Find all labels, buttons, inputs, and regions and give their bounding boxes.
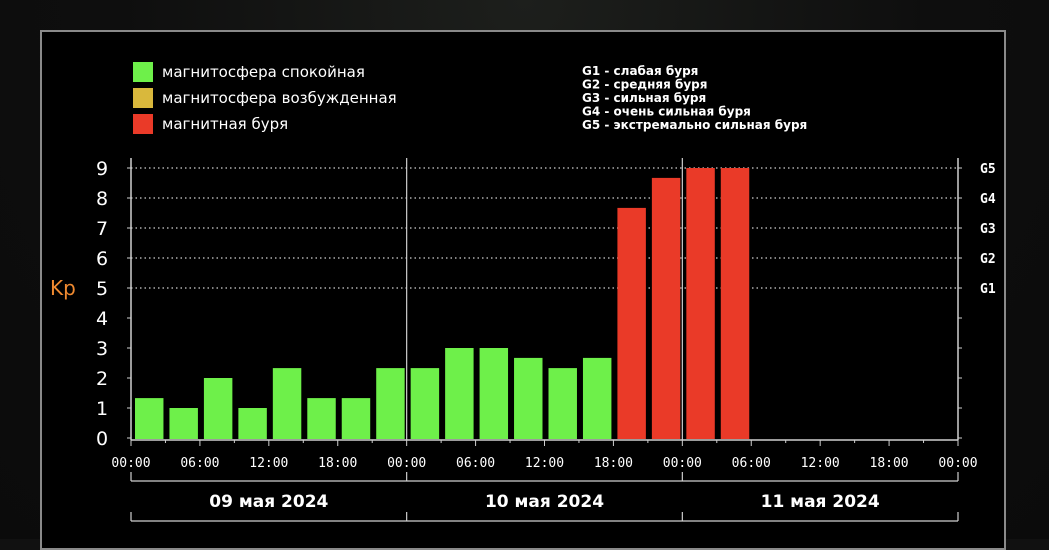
bar-3 [238, 408, 267, 439]
bar-5 [307, 398, 336, 439]
ytick-label-0: 0 [96, 428, 108, 450]
bar-11 [514, 357, 543, 439]
right-tick-G1: G1 [980, 282, 996, 297]
ytick-label-9: 9 [96, 158, 108, 180]
xtick-label-1: 06:00 [180, 456, 219, 471]
xtick-label-3: 18:00 [318, 456, 357, 471]
ytick-label-3: 3 [96, 338, 108, 360]
storm-level-1: G2 - средняя буря [582, 78, 707, 92]
legend-label-0: магнитосфера спокойная [162, 63, 365, 81]
right-tick-G3: G3 [980, 222, 996, 237]
bar-8 [410, 368, 440, 439]
chart-panel [40, 30, 1006, 550]
bar-16 [686, 168, 715, 439]
xtick-label-10: 12:00 [801, 456, 840, 471]
grid [127, 158, 962, 446]
storm-level-3: G4 - очень сильная буря [582, 105, 751, 119]
xtick-label-8: 00:00 [663, 456, 702, 471]
bar-0 [135, 398, 164, 439]
bars [135, 168, 750, 439]
bar-12 [548, 368, 577, 439]
xtick-label-6: 12:00 [525, 456, 564, 471]
legend-swatch-0 [133, 62, 153, 82]
legend-label-1: магнитосфера возбужденная [162, 89, 397, 107]
xtick-label-11: 18:00 [870, 456, 909, 471]
ytick-label-1: 1 [96, 398, 108, 420]
day-label-2: 11 мая 2024 [761, 492, 880, 512]
bar-7 [376, 368, 405, 439]
xtick-label-12: 00:00 [938, 456, 977, 471]
ytick-label-2: 2 [96, 368, 108, 390]
xtick-label-5: 06:00 [456, 456, 495, 471]
x-ticks: 00:00 06:00 12:00 18:00 00:00 06:00 12:00 18:00… [111, 456, 977, 471]
right-ticks: G1 G2 G3 G4 G5 [980, 162, 996, 297]
y-ticks: 0 1 2 3 4 5 6 7 8 9 [96, 158, 108, 450]
day-label-0: 09 мая 2024 [209, 492, 328, 512]
xtick-label-7: 18:00 [594, 456, 633, 471]
storm-level-2: G3 - сильная буря [582, 91, 706, 105]
y-axis-label: Kp [50, 276, 76, 300]
bar-9 [445, 348, 474, 439]
ytick-label-7: 7 [96, 218, 108, 240]
xtick-label-9: 06:00 [732, 456, 771, 471]
bar-15 [651, 177, 681, 439]
right-tick-G2: G2 [980, 252, 996, 267]
storm-level-4: G5 - экстремально сильная буря [582, 118, 807, 132]
day-labels: 09 мая 2024 10 мая 2024 11 мая 2024 [130, 472, 959, 522]
day-label-1: 10 мая 2024 [485, 492, 604, 512]
ytick-label-6: 6 [96, 248, 108, 270]
right-tick-G4: G4 [980, 192, 996, 207]
xtick-label-2: 12:00 [249, 456, 288, 471]
bar-10 [479, 348, 509, 439]
legend-label-2: магнитная буря [162, 115, 288, 133]
right-tick-G5: G5 [980, 162, 996, 177]
ytick-label-5: 5 [96, 278, 108, 300]
legend-swatch-1 [133, 88, 153, 108]
bar-6 [341, 398, 371, 439]
ytick-label-4: 4 [96, 308, 108, 330]
ytick-label-8: 8 [96, 188, 108, 210]
bar-2 [203, 378, 233, 439]
bar-14 [617, 207, 646, 439]
bar-17 [720, 168, 750, 439]
bar-4 [272, 368, 302, 439]
xtick-label-0: 00:00 [111, 456, 150, 471]
xtick-label-4: 00:00 [387, 456, 426, 471]
storm-level-0: G1 - слабая буря [582, 64, 698, 78]
bar-13 [582, 357, 612, 439]
bar-1 [169, 408, 198, 439]
legend-swatch-2 [133, 114, 153, 134]
legend: магнитосфера спокойная магнитосфера возбу… [133, 62, 397, 134]
